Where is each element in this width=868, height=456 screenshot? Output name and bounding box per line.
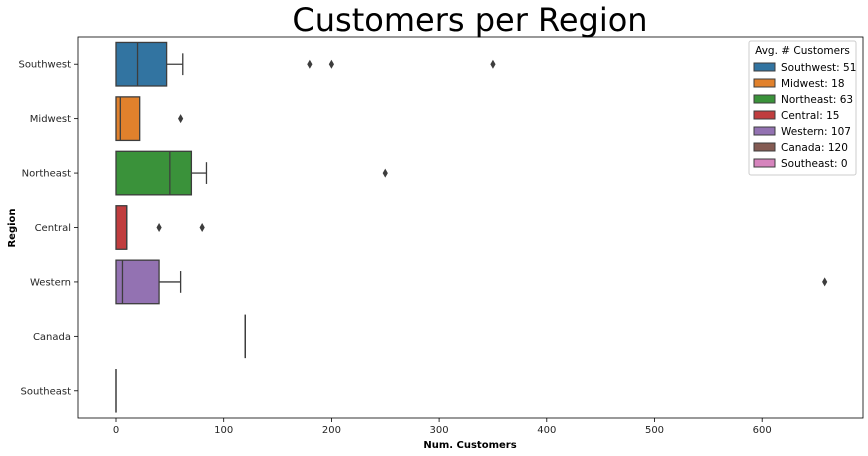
outlier-point (307, 59, 313, 69)
y-axis-label: Region (7, 208, 18, 247)
outlier-point (382, 168, 388, 178)
y-tick-label: Western (30, 277, 71, 288)
y-tick-label: Midwest (30, 114, 71, 125)
box-iqr (115, 205, 128, 250)
box-midwest (115, 96, 184, 142)
x-tick-label: 500 (645, 425, 664, 436)
outlier-point (199, 223, 205, 232)
x-tick-label: 400 (537, 425, 556, 436)
y-tick-label: Southwest (18, 60, 71, 71)
box-iqr (115, 150, 193, 196)
legend-entry-label: Canada: 120 (781, 142, 848, 154)
plot-area-frame (77, 36, 864, 419)
y-axis: Southwest Midwest Northeast Central Western C… (18, 60, 78, 397)
legend-entry-label: Northeast: 63 (781, 94, 853, 106)
legend-entry-label: Western: 107 (781, 126, 851, 138)
outlier-point (822, 277, 828, 287)
box-iqr (115, 259, 160, 305)
x-tick-label: 300 (430, 425, 449, 436)
legend-entry-label: Midwest: 18 (781, 78, 845, 90)
x-axis-label: Num. Customers (423, 440, 516, 451)
legend-swatch (753, 110, 776, 120)
box-central (115, 205, 205, 250)
outlier-point (490, 59, 496, 69)
box-iqr (115, 96, 141, 142)
legend-entry-label: Southeast: 0 (781, 158, 848, 170)
chart-title: Customers per Region (292, 1, 647, 39)
legend-swatch (753, 158, 776, 168)
legend: Avg. # Customers Southwest: 51 Midwest: 18… (748, 40, 857, 176)
legend-frame (748, 40, 857, 176)
y-tick-label: Southeast (21, 386, 72, 397)
box-western (115, 259, 828, 305)
y-tick-label: Northeast (22, 169, 71, 180)
legend-title: Avg. # Customers (755, 45, 850, 57)
y-tick-label: Central (35, 223, 71, 234)
box-northeast (115, 150, 388, 196)
x-tick-label: 0 (113, 425, 119, 436)
outlier-point (178, 114, 184, 124)
outlier-point (156, 223, 162, 232)
x-tick-label: 600 (753, 425, 772, 436)
legend-swatch (753, 94, 776, 104)
legend-swatch (753, 62, 776, 72)
legend-entry-label: Southwest: 51 (781, 62, 856, 74)
box-series (115, 41, 828, 413)
legend-swatch (753, 78, 776, 88)
x-tick-label: 200 (322, 425, 341, 436)
outlier-point (328, 59, 334, 69)
legend-swatch (753, 142, 776, 152)
x-axis: 0 100 200 300 400 500 600 (113, 418, 772, 436)
box-southwest (115, 41, 496, 87)
legend-entry-label: Central: 15 (781, 110, 839, 122)
box-iqr (115, 41, 168, 87)
legend-swatch (753, 126, 776, 136)
x-tick-label: 100 (214, 425, 233, 436)
y-tick-label: Canada (33, 332, 71, 343)
